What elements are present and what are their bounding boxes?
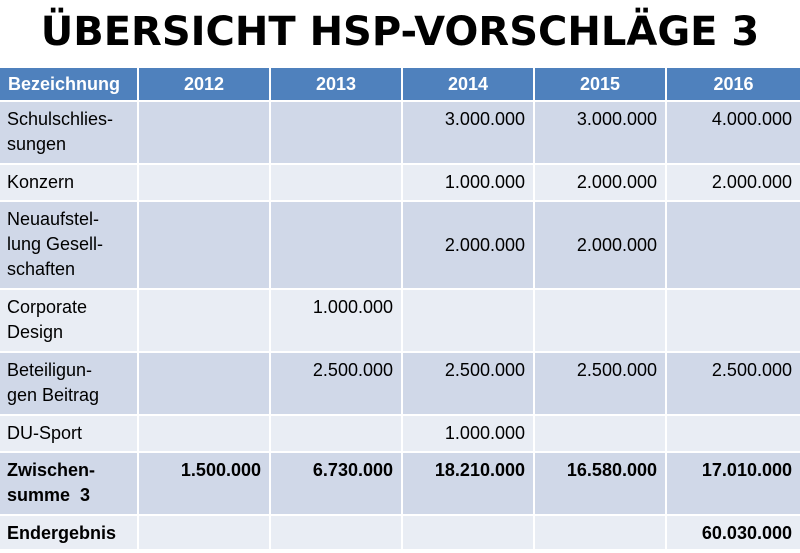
row-label: Beteiligun-gen Beitrag: [0, 353, 139, 416]
table-row-total: Endergebnis 60.030.000: [0, 516, 800, 551]
cell-2012: 1.500.000: [139, 453, 271, 516]
cell-2013: [271, 165, 403, 202]
cell-2012: [139, 416, 271, 453]
header-2016: 2016: [667, 68, 800, 102]
cell-2013: [271, 416, 403, 453]
cell-2016: [667, 416, 800, 453]
cell-2014: [403, 516, 535, 551]
budget-table: Bezeichnung 2012 2013 2014 2015 2016 Sch…: [0, 68, 800, 551]
cell-2015: 2.500.000: [535, 353, 667, 416]
row-label: Neuaufstel-lung Gesell-schaften: [0, 202, 139, 290]
cell-2012: [139, 202, 271, 290]
cell-2016: 60.030.000: [667, 516, 800, 551]
cell-2014: 3.000.000: [403, 102, 535, 165]
row-label: Endergebnis: [0, 516, 139, 551]
header-2013: 2013: [271, 68, 403, 102]
row-label: Zwischen-summe 3: [0, 453, 139, 516]
cell-2013: [271, 202, 403, 290]
table-row: DU-Sport 1.000.000: [0, 416, 800, 453]
cell-2014: 18.210.000: [403, 453, 535, 516]
cell-2013: [271, 102, 403, 165]
header-2014: 2014: [403, 68, 535, 102]
cell-2015: [535, 516, 667, 551]
cell-2012: [139, 353, 271, 416]
table-row: Schulschlies-sungen 3.000.000 3.000.000 …: [0, 102, 800, 165]
cell-2016: [667, 290, 800, 353]
slide-title: ÜBERSICHT HSP-VORSCHLÄGE 3: [40, 9, 760, 55]
cell-2015: 2.000.000: [535, 202, 667, 290]
cell-2015: 2.000.000: [535, 165, 667, 202]
cell-2013: [271, 516, 403, 551]
cell-2014: 1.000.000: [403, 416, 535, 453]
cell-2016: 4.000.000: [667, 102, 800, 165]
cell-2016: [667, 202, 800, 290]
row-label: DU-Sport: [0, 416, 139, 453]
table-row: Konzern 1.000.000 2.000.000 2.000.000: [0, 165, 800, 202]
table-row: Beteiligun-gen Beitrag 2.500.000 2.500.0…: [0, 353, 800, 416]
cell-2012: [139, 290, 271, 353]
cell-2015: [535, 290, 667, 353]
cell-2014: 2.000.000: [403, 202, 535, 290]
cell-2013: 6.730.000: [271, 453, 403, 516]
cell-2015: [535, 416, 667, 453]
row-label: Corporate Design: [0, 290, 139, 353]
header-bezeichnung: Bezeichnung: [0, 68, 139, 102]
cell-2016: 17.010.000: [667, 453, 800, 516]
cell-2016: 2.000.000: [667, 165, 800, 202]
row-label: Konzern: [0, 165, 139, 202]
row-label: Schulschlies-sungen: [0, 102, 139, 165]
cell-2014: 1.000.000: [403, 165, 535, 202]
cell-2016: 2.500.000: [667, 353, 800, 416]
cell-2013: 2.500.000: [271, 353, 403, 416]
cell-2015: 3.000.000: [535, 102, 667, 165]
cell-2012: [139, 102, 271, 165]
cell-2014: [403, 290, 535, 353]
header-2012: 2012: [139, 68, 271, 102]
cell-2014: 2.500.000: [403, 353, 535, 416]
table-row: Corporate Design 1.000.000: [0, 290, 800, 353]
cell-2013: 1.000.000: [271, 290, 403, 353]
header-2015: 2015: [535, 68, 667, 102]
cell-2015: 16.580.000: [535, 453, 667, 516]
table-row: Neuaufstel-lung Gesell-schaften 2.000.00…: [0, 202, 800, 290]
table-row-subtotal: Zwischen-summe 3 1.500.000 6.730.000 18.…: [0, 453, 800, 516]
cell-2012: [139, 165, 271, 202]
table-header-row: Bezeichnung 2012 2013 2014 2015 2016: [0, 68, 800, 102]
cell-2012: [139, 516, 271, 551]
